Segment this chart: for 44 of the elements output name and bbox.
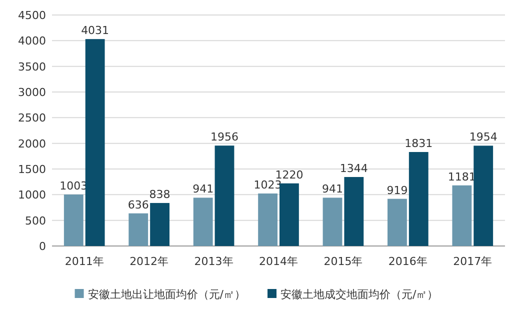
y-tick-label: 500 [25,214,46,228]
bar [322,198,342,246]
y-tick-label: 4500 [18,9,46,22]
legend-label: 安徽土地出让地面均价（元/㎡） [88,288,246,301]
x-tick-label: 2011年 [64,255,104,268]
x-tick-label: 2015年 [324,255,363,268]
data-label: 919 [386,184,408,197]
data-label: 941 [322,182,344,196]
y-tick-label: 4000 [18,34,46,48]
bar [150,202,170,246]
bar [280,183,299,246]
bar [408,152,428,246]
y-tick-label: 1000 [18,188,46,202]
data-label: 1954 [469,130,498,144]
legend-label: 安徽土地成交地面均价（元/㎡） [280,288,438,301]
x-tick-label: 2013年 [194,255,234,268]
bar [258,193,278,246]
bar [452,185,472,246]
data-label: 4031 [81,24,110,38]
bar [64,194,84,246]
bar [474,146,494,246]
data-label: 636 [128,198,149,212]
x-tick-label: 2012年 [130,255,169,268]
y-tick-label: 3000 [18,86,46,99]
y-tick-label: 3500 [18,60,46,74]
data-label: 1344 [340,162,368,176]
y-tick-label: 2000 [18,137,46,150]
bar [128,213,148,246]
x-tick-label: 2016年 [388,255,428,268]
data-label: 1831 [404,137,433,150]
data-label: 838 [149,188,170,201]
data-label: 1956 [210,130,238,144]
bar [193,198,213,246]
x-tick-label: 2017年 [453,255,492,268]
data-label: 1220 [275,168,304,182]
bar [85,39,105,246]
data-label: 941 [192,182,214,196]
y-tick-label: 0 [39,240,46,253]
bar [388,198,407,246]
y-tick-label: 2500 [18,112,46,125]
y-tick-label: 1500 [18,163,46,176]
bar [214,146,234,246]
bar [344,177,364,246]
x-tick-label: 2014年 [259,255,298,268]
